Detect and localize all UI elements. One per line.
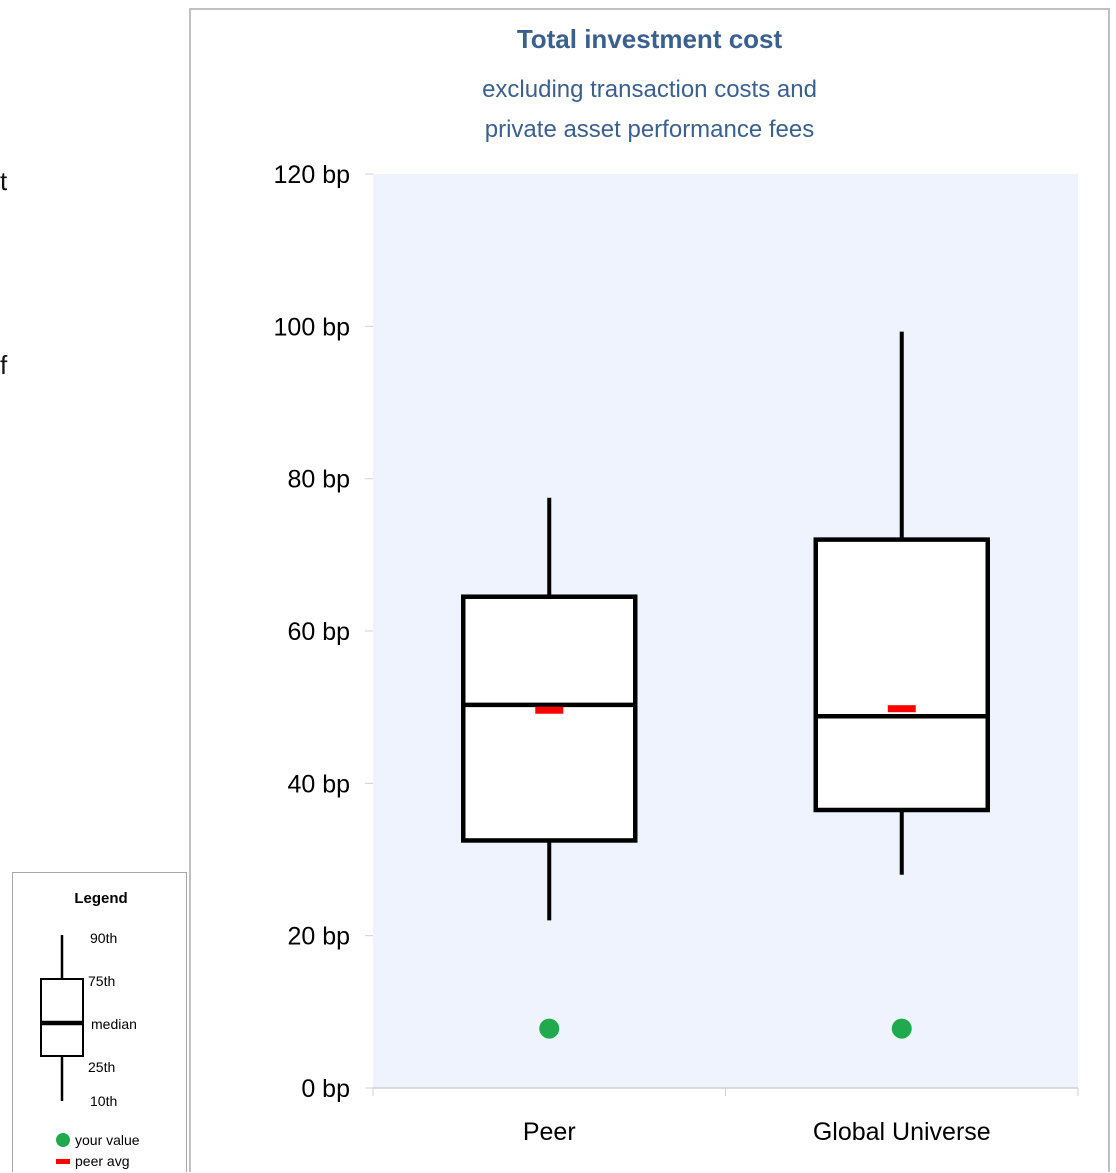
left-text-fragment: t [0, 166, 8, 196]
y-tick-label: 40 bp [287, 770, 350, 798]
chart-title: Total investment cost [516, 24, 783, 54]
your-value-marker [891, 1018, 912, 1039]
y-axis: 0 bp 20 bp 40 bp 60 bp 80 bp 100 bp 120 bp [274, 161, 1079, 1103]
x-category-label: Peer [523, 1118, 576, 1146]
legend-your-value-label: your value [75, 1132, 140, 1148]
box-plot-2 [813, 331, 990, 1039]
legend-label-90th: 90th [90, 930, 117, 946]
legend-peer-avg-marker [56, 1159, 70, 1164]
left-text-fragment: f [0, 350, 8, 380]
peer-avg-marker [535, 706, 564, 714]
y-tick-label: 100 bp [274, 313, 350, 341]
legend-your-value-marker [56, 1133, 70, 1147]
y-tick-label: 120 bp [274, 161, 350, 189]
legend-title: Legend [74, 890, 127, 907]
interquartile-box [461, 594, 638, 843]
y-tick-label: 0 bp [301, 1075, 350, 1103]
y-tick-label: 60 bp [287, 618, 350, 646]
legend-label-25th: 25th [88, 1059, 115, 1075]
box-plot-1 [461, 497, 638, 1039]
interquartile-box [813, 537, 990, 813]
y-tick-label: 20 bp [287, 923, 350, 951]
peer-avg-marker [887, 705, 916, 713]
boxes-layer [461, 331, 990, 1039]
chart-subtitle-line-1: excluding transaction costs and [482, 76, 817, 103]
x-category-label: Global Universe [813, 1118, 991, 1146]
y-tick-label: 80 bp [287, 466, 350, 494]
legend-graphic: Legend 90th 75th median 25th 10th your v… [40, 890, 140, 1169]
x-axis: Peer Global Universe [523, 1118, 991, 1146]
your-value-marker [539, 1018, 560, 1039]
legend-peer-avg-label: peer avg [75, 1153, 129, 1169]
legend-label-10th: 10th [90, 1093, 117, 1109]
legend-box-shape [40, 978, 84, 1057]
legend: Legend 90th 75th median 25th 10th your v… [12, 872, 187, 1172]
legend-label-median: median [91, 1016, 137, 1032]
chart-subtitle-line-2: private asset performance fees [484, 116, 815, 143]
legend-label-75th: 75th [88, 973, 115, 989]
